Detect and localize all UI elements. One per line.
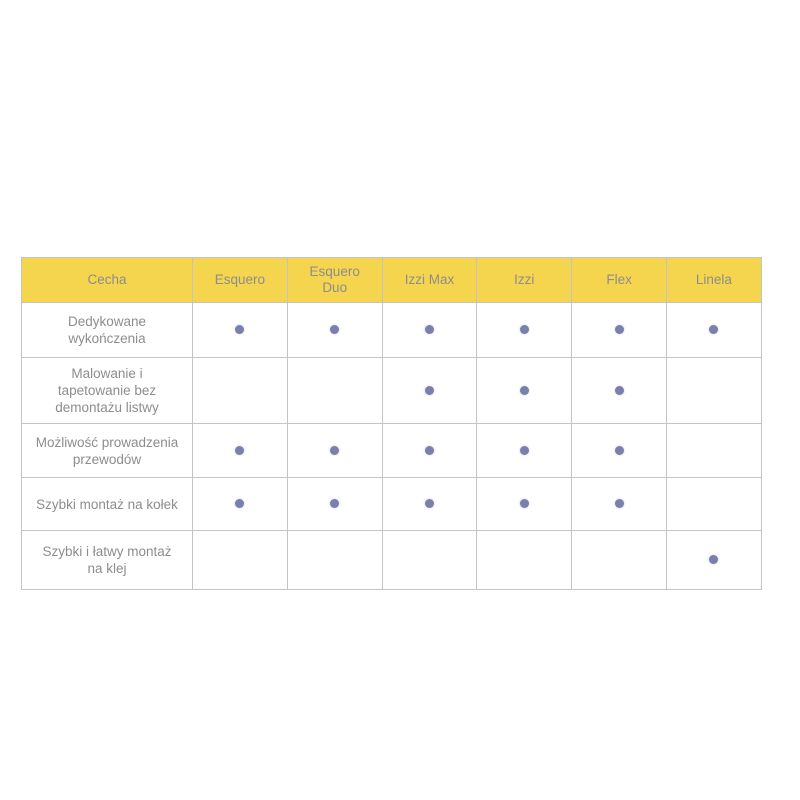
column-header-esquero-duo-line-2: Duo — [322, 280, 348, 295]
column-header-izzi-max: Izzi Max — [381, 257, 478, 303]
cell-r1-c5 — [665, 357, 762, 424]
feature-label-line-1: Możliwość prowadzenia — [35, 434, 179, 450]
cell-r4-c5 — [665, 530, 762, 590]
feature-label-line-2: przewodów — [72, 451, 142, 467]
cell-r3-c1 — [286, 477, 383, 531]
cell-r3-c0 — [192, 477, 288, 531]
cell-r0-c3 — [476, 302, 573, 358]
filled-dot-icon — [235, 445, 245, 455]
cell-r2-c0 — [192, 423, 288, 478]
cell-r4-c0 — [192, 530, 288, 590]
filled-dot-icon — [709, 555, 719, 565]
cell-r2-c3 — [476, 423, 573, 478]
filled-dot-icon — [519, 325, 529, 335]
feature-label-line-2: tapetowanie bez — [57, 383, 157, 398]
filled-dot-icon — [424, 499, 434, 509]
filled-dot-icon — [424, 385, 434, 395]
cell-r3-c5 — [665, 477, 762, 531]
column-header-linela: Linela — [665, 257, 762, 303]
column-header-flex-line-1: Flex — [606, 272, 632, 287]
cell-r0-c0 — [192, 302, 288, 358]
filled-dot-icon — [614, 499, 624, 509]
cell-r4-c2 — [381, 530, 478, 590]
cell-r2-c5 — [665, 423, 762, 478]
cell-r1-c0 — [192, 357, 288, 424]
cell-r4-c1 — [286, 530, 383, 590]
filled-dot-icon — [330, 445, 340, 455]
cell-r3-c3 — [476, 477, 573, 531]
column-header-feature: Cecha — [21, 257, 193, 303]
filled-dot-icon — [614, 385, 624, 395]
filled-dot-icon — [519, 445, 529, 455]
product-feature-comparison-table: Cecha Esquero Esquero Duo Izzi Max Izzi — [21, 257, 762, 590]
cell-r0-c4 — [571, 302, 667, 358]
table-row: Szybki i łatwy montaż na klej — [21, 530, 762, 590]
filled-dot-icon — [424, 445, 434, 455]
table-row: Malowanie i tapetowanie bez demontażu li… — [21, 357, 762, 424]
filled-dot-icon — [235, 499, 245, 509]
cell-r3-c4 — [571, 477, 667, 531]
filled-dot-icon — [330, 499, 340, 509]
column-header-linela-line-1: Linela — [695, 272, 732, 287]
filled-dot-icon — [519, 499, 529, 509]
feature-label-line-3: demontażu listwy — [55, 400, 159, 415]
feature-label-line-2: na klej — [87, 561, 127, 576]
feature-label-cell: Szybki i łatwy montaż na klej — [21, 530, 193, 590]
cell-r0-c5 — [665, 302, 762, 358]
column-header-esquero-line-1: Esquero — [214, 272, 266, 287]
column-header-flex: Flex — [571, 257, 667, 303]
comparison-table-wrapper: Cecha Esquero Esquero Duo Izzi Max Izzi — [21, 257, 762, 590]
column-header-esquero-duo-line-1: Esquero — [309, 264, 360, 279]
feature-label-line-1: Dedykowane — [67, 314, 147, 329]
cell-r2-c1 — [286, 423, 383, 478]
cell-r3-c2 — [381, 477, 478, 531]
cell-r2-c2 — [381, 423, 478, 478]
cell-r1-c1 — [286, 357, 383, 424]
filled-dot-icon — [614, 325, 624, 335]
table-row: Dedykowane wykończenia — [21, 302, 762, 358]
feature-label-cell: Malowanie i tapetowanie bez demontażu li… — [21, 357, 193, 424]
filled-dot-icon — [424, 325, 434, 335]
table-row: Możliwość prowadzenia przewodów — [21, 423, 762, 478]
cell-r1-c2 — [381, 357, 478, 424]
column-header-esquero: Esquero — [192, 257, 288, 303]
table-row: Szybki montaż na kołek — [21, 477, 762, 531]
column-header-izzi-max-line-1: Izzi Max — [404, 272, 455, 287]
feature-label-line-1: Szybki montaż na kołek — [36, 496, 178, 512]
table-header-row: Cecha Esquero Esquero Duo Izzi Max Izzi — [21, 257, 762, 303]
cell-r2-c4 — [571, 423, 667, 478]
feature-label-line-1: Malowanie i — [71, 366, 143, 381]
cell-r0-c2 — [381, 302, 478, 358]
filled-dot-icon — [330, 325, 340, 335]
feature-label-cell: Możliwość prowadzenia przewodów — [21, 423, 193, 478]
filled-dot-icon — [519, 385, 529, 395]
feature-label-line-1: Szybki i łatwy montaż — [42, 544, 172, 559]
cell-r0-c1 — [286, 302, 383, 358]
feature-label-cell: Dedykowane wykończenia — [21, 302, 193, 358]
cell-r1-c4 — [571, 357, 667, 424]
cell-r4-c4 — [571, 530, 667, 590]
column-header-izzi-line-1: Izzi — [514, 272, 535, 287]
column-header-izzi: Izzi — [476, 257, 573, 303]
cell-r4-c3 — [476, 530, 573, 590]
column-header-esquero-duo: Esquero Duo — [286, 257, 383, 303]
filled-dot-icon — [709, 325, 719, 335]
table-body: Dedykowane wykończenia — [21, 302, 762, 590]
filled-dot-icon — [235, 325, 245, 335]
filled-dot-icon — [614, 445, 624, 455]
feature-label-cell: Szybki montaż na kołek — [21, 477, 193, 531]
table-header: Cecha Esquero Esquero Duo Izzi Max Izzi — [21, 257, 762, 303]
feature-label-line-2: wykończenia — [68, 331, 146, 346]
cell-r1-c3 — [476, 357, 573, 424]
